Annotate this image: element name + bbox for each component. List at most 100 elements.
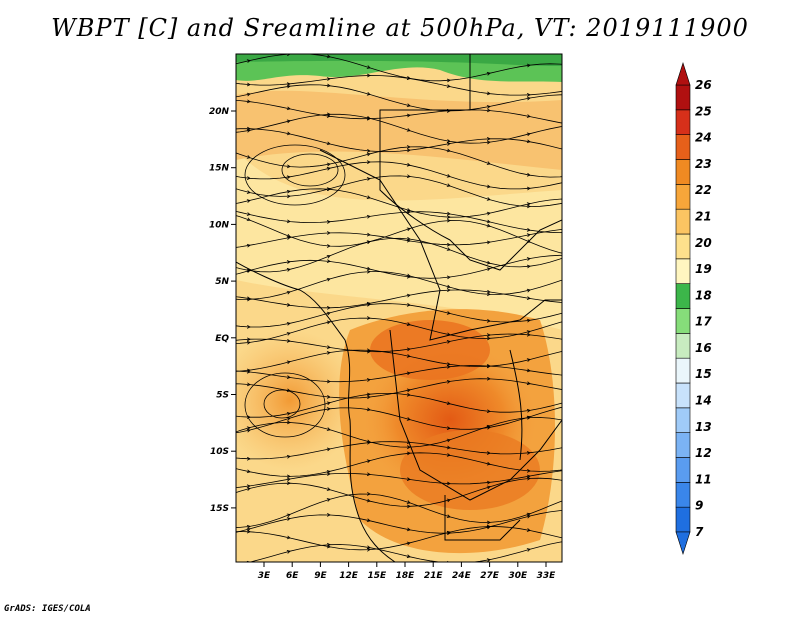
streamline-arrow [567, 400, 570, 403]
streamline-arrow [567, 405, 570, 408]
colorbar-swatch [675, 84, 691, 111]
streamline [236, 333, 562, 353]
streamline-arrow [567, 497, 570, 500]
streamline [236, 317, 562, 344]
map-frame [235, 53, 563, 563]
colorbar-min-arrow [675, 531, 691, 555]
streamline-arrow [567, 253, 570, 256]
streamline-arrow [567, 509, 570, 512]
streamline [236, 113, 562, 144]
streamline [236, 289, 562, 309]
streamline-arrow [567, 319, 570, 322]
streamline [236, 237, 562, 273]
colorbar-swatch [675, 333, 691, 359]
colorbar-label: 9 [695, 499, 703, 513]
streamline-arrow [567, 231, 570, 234]
lon-label: 30E [508, 571, 528, 581]
streamline-arrow [567, 227, 570, 230]
streamline-arrow [567, 149, 570, 152]
longitude-axis: 3E 6E 9E 12E 15E 18E 21E 24E 27E 30E 33E [258, 562, 556, 581]
lon-label: 6E [286, 571, 299, 581]
latitude-axis: 20N 15N 10N 5N EQ 5S 10S 15S [209, 107, 236, 514]
colorbar-label: 20 [695, 236, 712, 250]
streamline [236, 493, 562, 528]
streamline-loop [263, 389, 301, 419]
footer-credit: GrADS: IGES/COLA [4, 604, 91, 614]
streamline [236, 228, 562, 248]
streamline [236, 417, 562, 448]
temperature-field-warm-north [236, 90, 562, 170]
streamline [236, 365, 562, 383]
colorbar-label: 16 [695, 341, 712, 355]
streamline-arrow [567, 469, 570, 472]
lon-label: 21E [424, 571, 444, 581]
lat-label: 5N [215, 277, 229, 287]
colorbar-label: 11 [695, 472, 712, 486]
streamline-arrow [567, 310, 570, 313]
streamline [236, 84, 562, 112]
map-plot-area [236, 54, 570, 562]
colorbar: 7 9 11 12 13 14 15 16 17 18 19 20 21 22 23 24 25 26 [675, 62, 712, 555]
lon-label: 9E [314, 571, 327, 581]
colorbar-swatch [675, 407, 691, 433]
streamline-arrow [567, 277, 570, 280]
colorbar-label: 23 [695, 157, 712, 171]
coastlines-borders [236, 54, 562, 562]
colorbar-max-arrow [675, 62, 691, 86]
streamline [236, 452, 562, 477]
streamline [236, 210, 562, 234]
streamline-arrow [567, 445, 570, 448]
lon-label: 3E [258, 571, 271, 581]
temperature-field-pale-band [236, 150, 562, 330]
colorbar-label: 13 [695, 420, 712, 434]
streamline-arrow [567, 349, 570, 352]
colorbar-label: 18 [695, 288, 712, 302]
colorbar-label: 12 [695, 446, 712, 460]
lon-label: 18E [396, 571, 416, 581]
streamline-arrow [567, 480, 570, 483]
streamline-arrow [567, 124, 570, 127]
colorbar-swatch [675, 283, 691, 309]
colorbar-swatch [675, 233, 691, 260]
streamline-arrow [567, 389, 570, 392]
streamlines [236, 54, 570, 562]
colorbar-label: 15 [695, 367, 712, 381]
streamline-arrow [567, 201, 570, 204]
streamline-arrow [567, 175, 570, 178]
colorbar-swatch [675, 134, 691, 160]
chart-title: WBPT [C] and Sreamline at 500hPa, VT: 20… [51, 14, 749, 42]
streamline [236, 271, 562, 300]
streamline [248, 541, 562, 562]
colorbar-swatch [675, 357, 691, 384]
streamline-arrow [567, 339, 570, 342]
streamline-arrow [567, 301, 570, 304]
colorbar-label: 25 [695, 104, 712, 118]
streamline [236, 99, 562, 124]
lat-label: 20N [209, 107, 230, 117]
colorbar-swatch [675, 258, 691, 284]
colorbar-swatch [675, 432, 691, 458]
lat-label: 10S [210, 447, 229, 457]
streamline [236, 128, 562, 152]
temperature-field-west-warm [236, 330, 360, 470]
streamline-arrow [567, 63, 570, 66]
streamline-arrow [567, 180, 570, 183]
streamline-loop [281, 153, 339, 187]
colorbar-swatch [675, 109, 691, 135]
colorbar-swatch [675, 382, 691, 409]
lat-label: 15N [209, 164, 230, 174]
colorbar-label: 14 [695, 394, 712, 408]
streamline [236, 441, 562, 460]
colorbar-label: 21 [695, 209, 712, 223]
streamline-arrow [567, 123, 570, 126]
streamline [236, 75, 562, 96]
streamline-loop [244, 372, 326, 438]
streamline-arrow [567, 420, 570, 423]
streamline [236, 161, 562, 190]
streamline-arrow [567, 538, 570, 541]
colorbar-swatch [675, 159, 691, 185]
colorbar-label: 26 [695, 78, 712, 92]
streamline [236, 526, 562, 551]
streamline [236, 175, 562, 207]
colorbar-swatch [675, 308, 691, 334]
